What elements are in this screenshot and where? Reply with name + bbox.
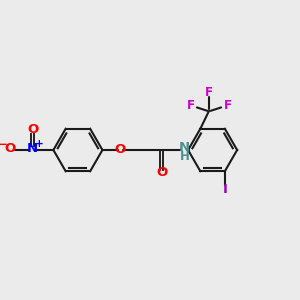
Text: O: O [5,142,16,155]
Text: +: + [34,139,43,149]
Text: H: H [180,150,190,163]
Text: F: F [224,100,232,112]
Text: O: O [27,123,38,136]
Text: F: F [187,100,194,112]
Text: N: N [27,142,38,155]
Text: −: − [0,138,7,151]
Text: O: O [115,143,126,157]
Text: N: N [179,141,190,154]
Text: F: F [205,86,213,99]
Text: I: I [222,184,227,196]
Text: O: O [156,166,167,179]
